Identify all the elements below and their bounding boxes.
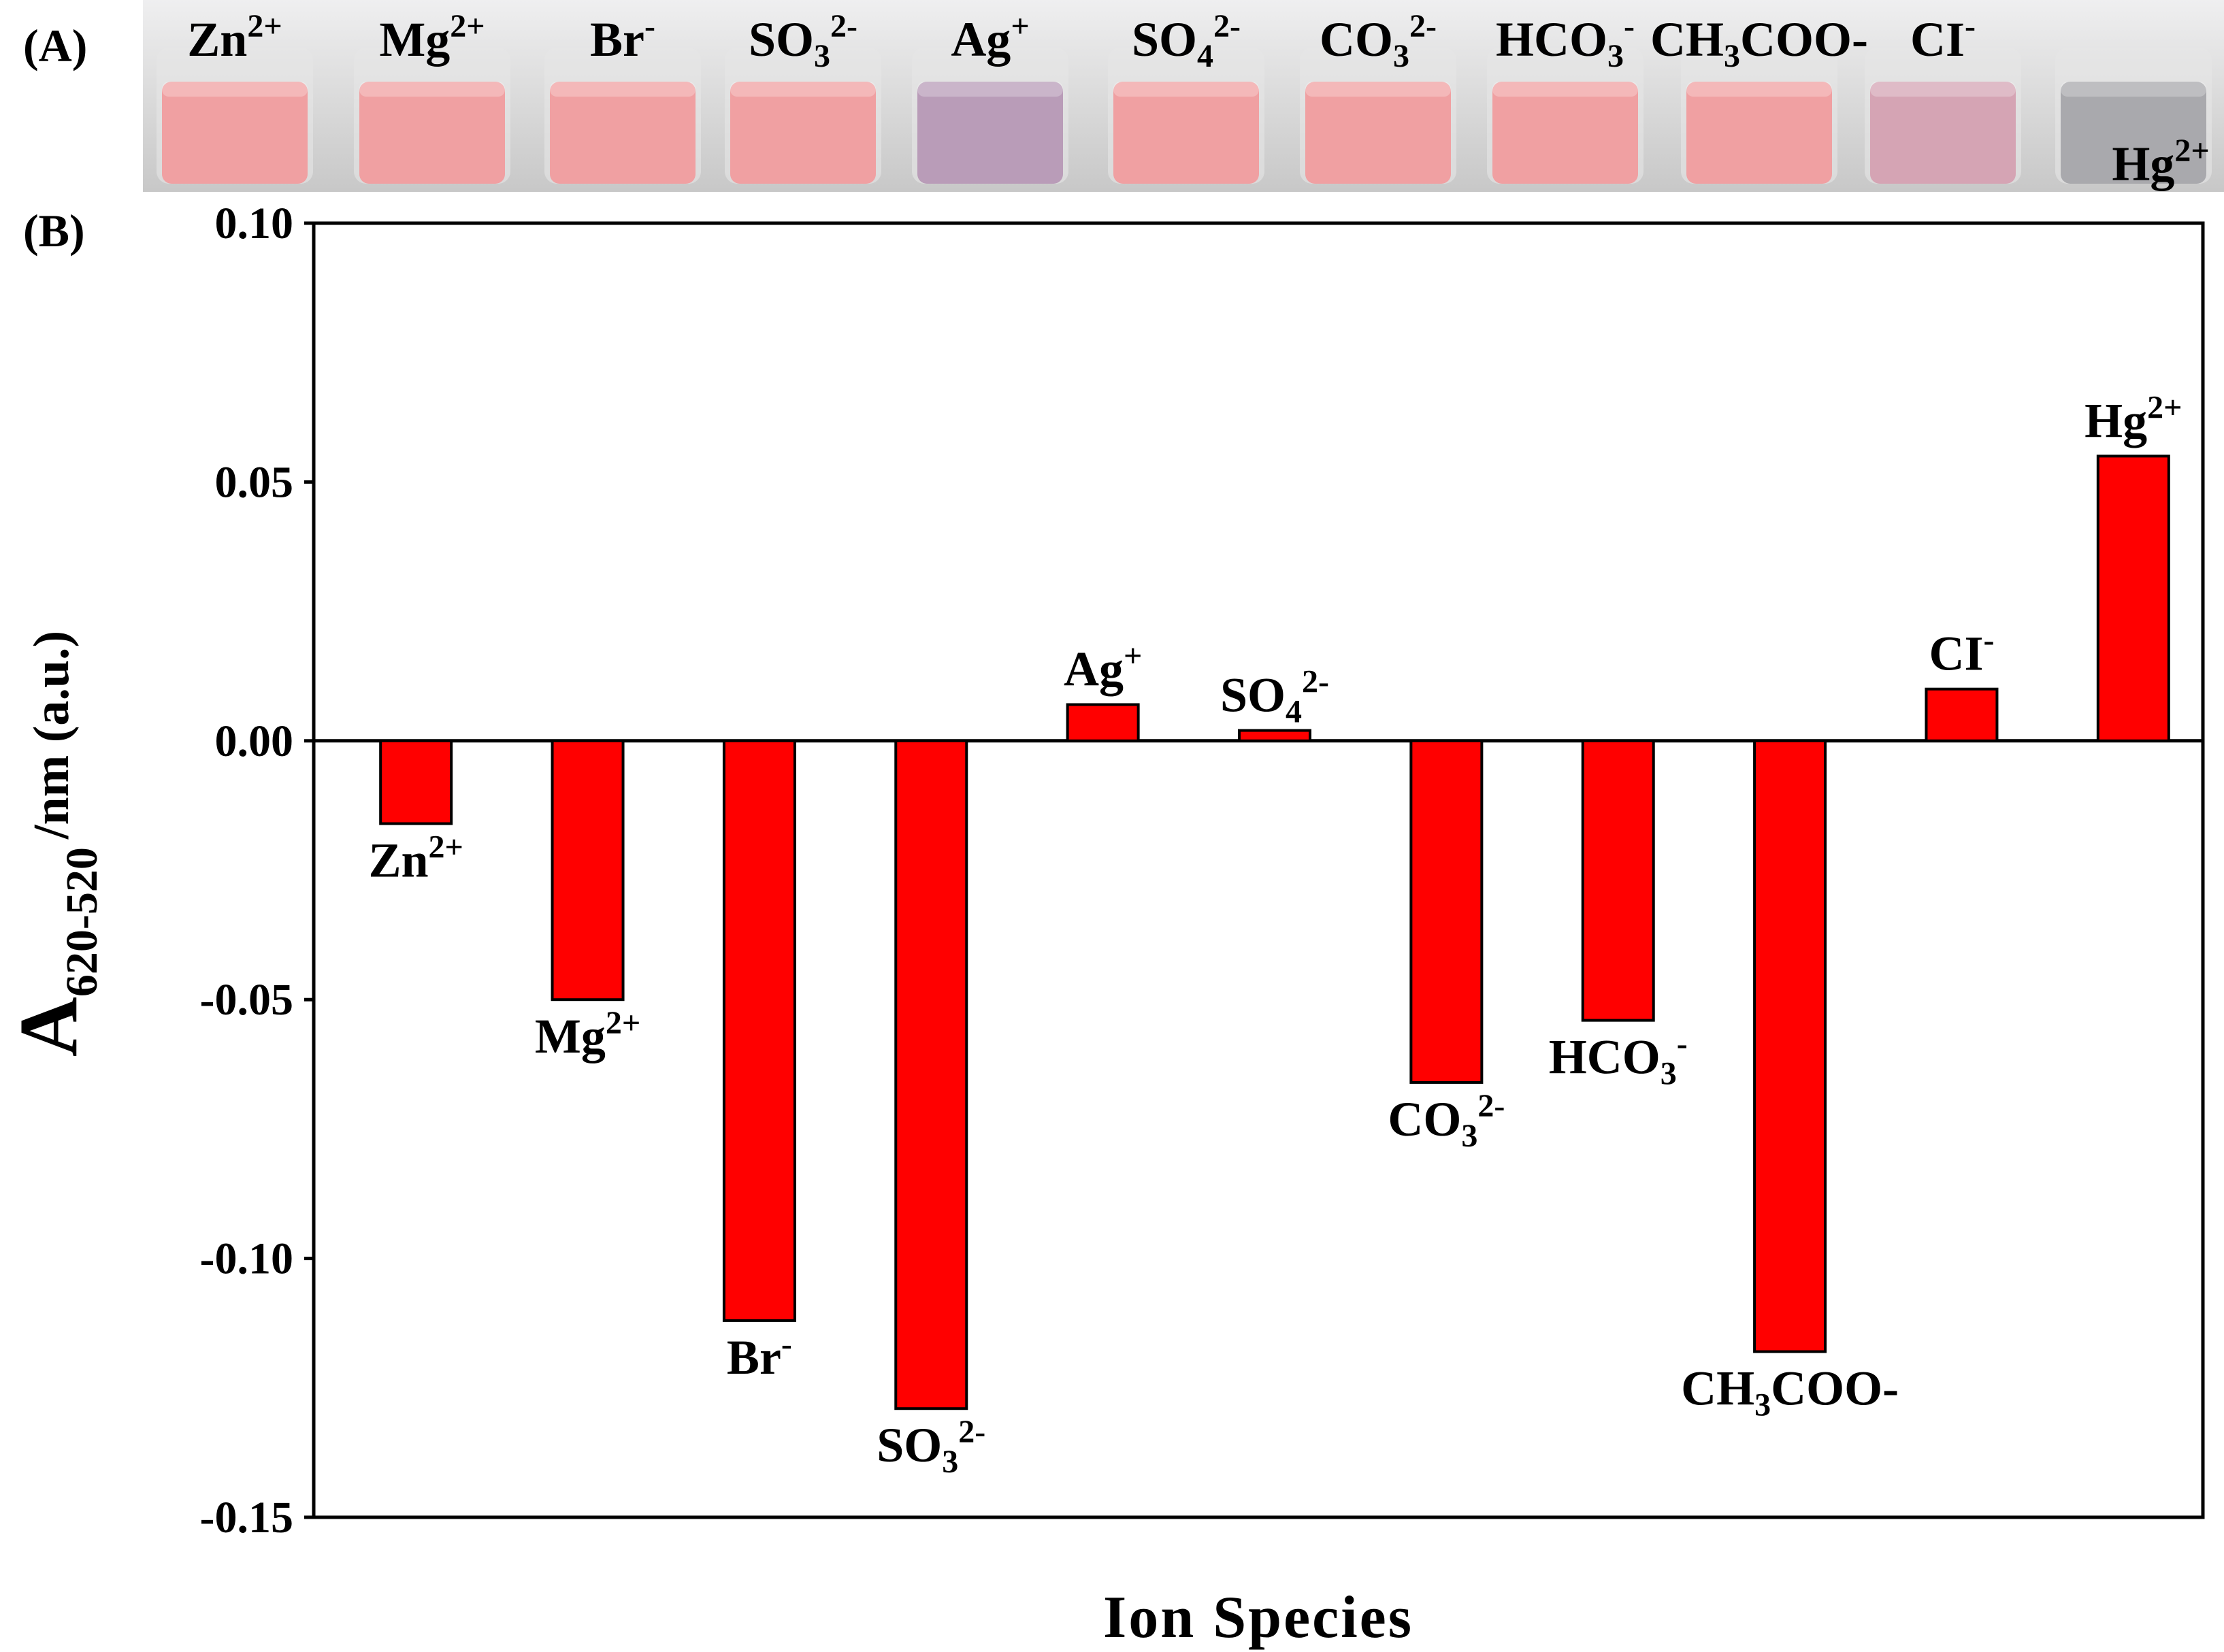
vial: Mg2+	[354, 8, 510, 184]
vial-label: Mg2+	[379, 8, 485, 67]
vial-liquid	[1492, 82, 1638, 184]
vial-meniscus	[1686, 82, 1832, 97]
vial-meniscus	[917, 82, 1063, 97]
vial-liquid	[1870, 82, 2016, 184]
vial: Hg2+	[2055, 48, 2212, 191]
y-tick-label: 0.10	[215, 199, 294, 248]
vial-label: Zn2+	[187, 8, 282, 67]
vial-liquid	[359, 82, 505, 184]
vial: Ag+	[912, 8, 1068, 184]
vial-liquid	[550, 82, 696, 184]
bar	[379, 739, 453, 825]
bar	[1066, 703, 1140, 742]
vial-label: CI-	[1910, 8, 1976, 67]
y-tick-label: 0.05	[215, 457, 294, 507]
bar-label: CI-	[1929, 623, 1994, 681]
vial-liquid	[1686, 82, 1832, 184]
vial-liquid	[1113, 82, 1259, 184]
plot-frame	[312, 221, 2205, 1519]
vial-meniscus	[1492, 82, 1638, 97]
bar-label: Mg2+	[535, 1005, 640, 1063]
vial-label: Hg2+	[2112, 133, 2209, 191]
bar	[1409, 739, 1484, 1084]
y-tick-label: 0.00	[215, 716, 294, 766]
vial: Br-	[544, 8, 701, 184]
vial-meniscus	[1870, 82, 2016, 97]
vial-meniscus	[359, 82, 505, 97]
vial-liquid	[1305, 82, 1451, 184]
vial-meniscus	[550, 82, 696, 97]
vial-meniscus	[730, 82, 876, 97]
y-tick-label: -0.10	[200, 1234, 293, 1284]
y-tick-label: -0.05	[200, 975, 293, 1025]
vial-liquid	[2061, 82, 2206, 184]
y-tick-label: -0.15	[200, 1493, 293, 1542]
bar	[722, 739, 796, 1322]
svg-text:A620-520/nm (a.u.): A620-520/nm (a.u.)	[3, 631, 107, 1057]
bar-label: Ag+	[1064, 638, 1142, 697]
panel-label-b: (B)	[23, 205, 85, 257]
bar-label: Br-	[727, 1326, 792, 1385]
bar	[551, 739, 625, 1002]
vial-label: HCO3-	[1496, 8, 1635, 74]
vial-label: SO42-	[1132, 8, 1241, 74]
vial-label: SO32-	[749, 8, 857, 74]
bar	[1925, 687, 1999, 742]
vial: SO32-	[725, 8, 881, 184]
bar	[1753, 739, 1827, 1353]
y-axis-title: A620-520/nm (a.u.)	[3, 631, 107, 1057]
vial: SO42-	[1108, 8, 1264, 184]
vial-meniscus	[2061, 82, 2206, 97]
bar-label: SO32-	[877, 1414, 985, 1480]
vial: Zn2+	[157, 8, 313, 184]
bar-label: HCO3-	[1549, 1026, 1688, 1092]
vials-photo: Zn2+ Mg2+ Br- SO32- Ag+ SO42- CO32- HCO3- CH3COO…	[143, 0, 2224, 192]
bar-label: Hg2+	[2084, 389, 2182, 448]
bar	[894, 739, 968, 1410]
vial-liquid	[730, 82, 876, 184]
panel-label-a: (A)	[23, 20, 88, 71]
vial-label: CH3COO-	[1650, 12, 1868, 74]
bar	[1581, 739, 1655, 1022]
bar	[1238, 729, 1311, 742]
vial-liquid	[917, 82, 1063, 184]
vial-meniscus	[1113, 82, 1259, 97]
vial: CI-	[1865, 8, 2021, 184]
vial-meniscus	[162, 82, 308, 97]
bar	[2096, 455, 2170, 742]
vial-label: Br-	[590, 8, 655, 67]
bar-label: CH3COO-	[1681, 1361, 1899, 1423]
vial-label: CO32-	[1320, 8, 1437, 74]
bar-label: SO42-	[1220, 664, 1329, 730]
vial: CH3COO-	[1650, 12, 1868, 184]
bar-label: Zn2+	[368, 829, 463, 888]
x-axis-title: Ion Species	[1103, 1585, 1413, 1651]
vial-label: Ag+	[951, 8, 1029, 67]
vial-liquid	[162, 82, 308, 184]
bar-label: CO32-	[1388, 1088, 1505, 1154]
vial-meniscus	[1305, 82, 1451, 97]
vial: CO32-	[1300, 8, 1456, 184]
vial: HCO3-	[1487, 8, 1644, 184]
